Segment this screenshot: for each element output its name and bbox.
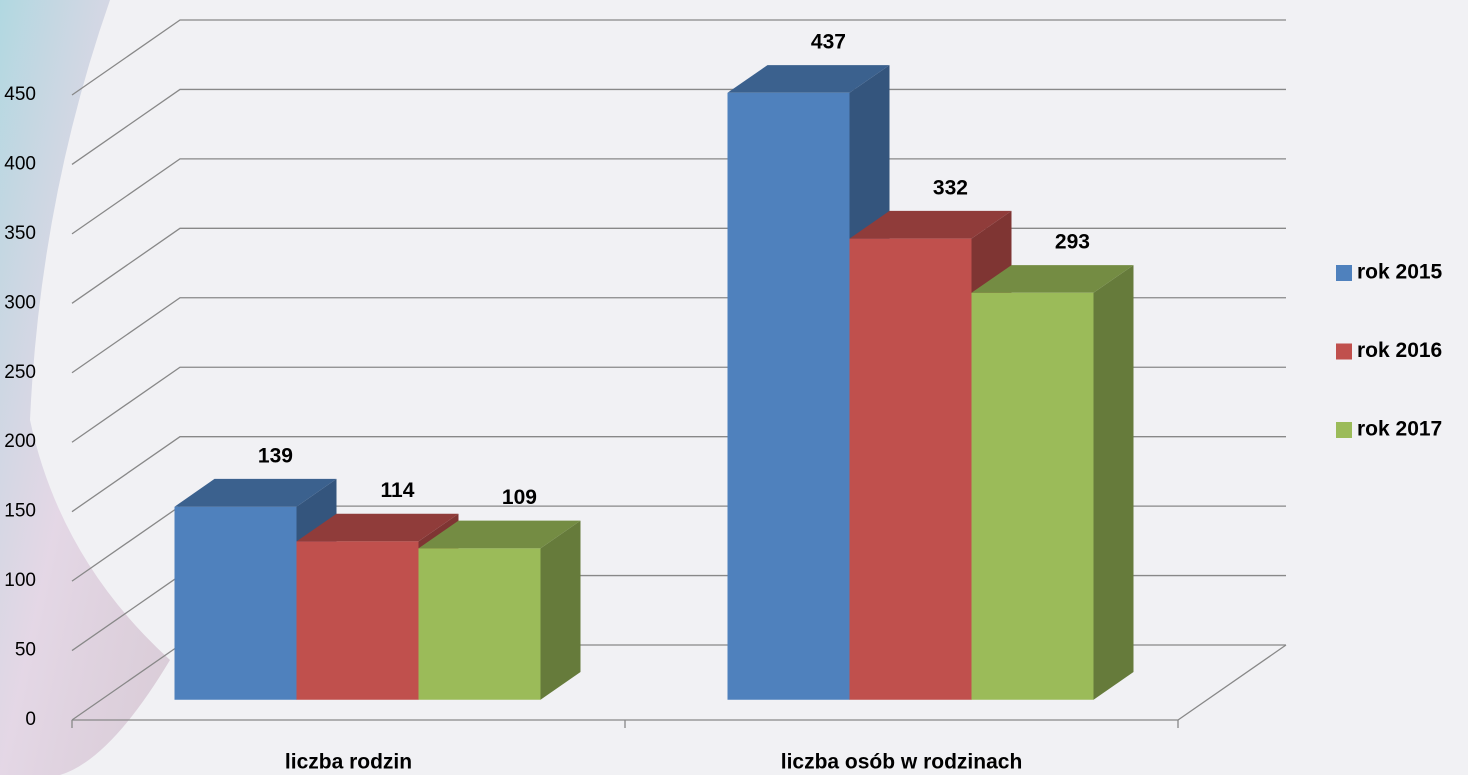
y-tick-label: 300 (4, 292, 36, 313)
y-tick-label: 400 (4, 153, 36, 174)
y-tick-label: 150 (4, 501, 36, 522)
y-tick-label: 250 (4, 362, 36, 383)
bar (175, 507, 297, 700)
bar-side (541, 521, 581, 700)
y-tick-label: 350 (4, 223, 36, 244)
data-label: 139 (258, 444, 293, 467)
bar (419, 548, 541, 699)
grid-line (72, 20, 1286, 95)
grid-line (72, 159, 1286, 234)
chart: 0 50 100 150 200 250 300 350 400 450 liczba rodzin… (0, 0, 1468, 775)
data-label: 437 (811, 31, 846, 54)
page: 0 50 100 150 200 250 300 350 400 450 liczba rodzin… (0, 0, 1468, 775)
data-label: 114 (381, 479, 415, 502)
bar (972, 293, 1094, 700)
legend-label: rok 2015 (1357, 261, 1443, 284)
bar (728, 93, 850, 700)
legend-swatch (1336, 422, 1352, 438)
y-tick-label: 200 (4, 431, 36, 452)
legend-label: rok 2016 (1357, 339, 1442, 362)
data-label: 332 (933, 176, 968, 199)
y-tick-label: 100 (4, 570, 36, 591)
x-tick-label: liczba osób w rodzinach (781, 751, 1023, 774)
x-tick-label: liczba rodzin (285, 751, 412, 774)
y-tick-label: 50 (15, 640, 36, 661)
bar (850, 239, 972, 700)
grid-line (72, 89, 1286, 164)
data-label: 293 (1055, 231, 1090, 254)
data-label: 109 (502, 486, 537, 509)
legend-swatch (1336, 265, 1352, 281)
legend-swatch (1336, 344, 1352, 360)
bar (297, 541, 419, 699)
bar-side (1094, 265, 1134, 700)
legend-label: rok 2017 (1357, 418, 1442, 441)
y-tick-label: 0 (25, 709, 36, 730)
y-tick-label: 450 (4, 84, 36, 105)
